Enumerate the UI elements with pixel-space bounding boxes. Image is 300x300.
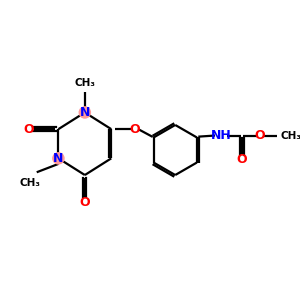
Text: O: O [237,153,247,166]
Circle shape [53,153,64,164]
Text: O: O [80,196,90,209]
Text: O: O [255,129,266,142]
Text: NH: NH [211,129,232,142]
Text: N: N [80,106,90,119]
Text: O: O [23,123,34,136]
Text: N: N [53,152,64,165]
Text: O: O [130,123,140,136]
Circle shape [79,107,90,118]
Text: CH₃: CH₃ [20,178,40,188]
Text: CH₃: CH₃ [74,78,95,88]
Text: CH₃: CH₃ [280,130,300,140]
